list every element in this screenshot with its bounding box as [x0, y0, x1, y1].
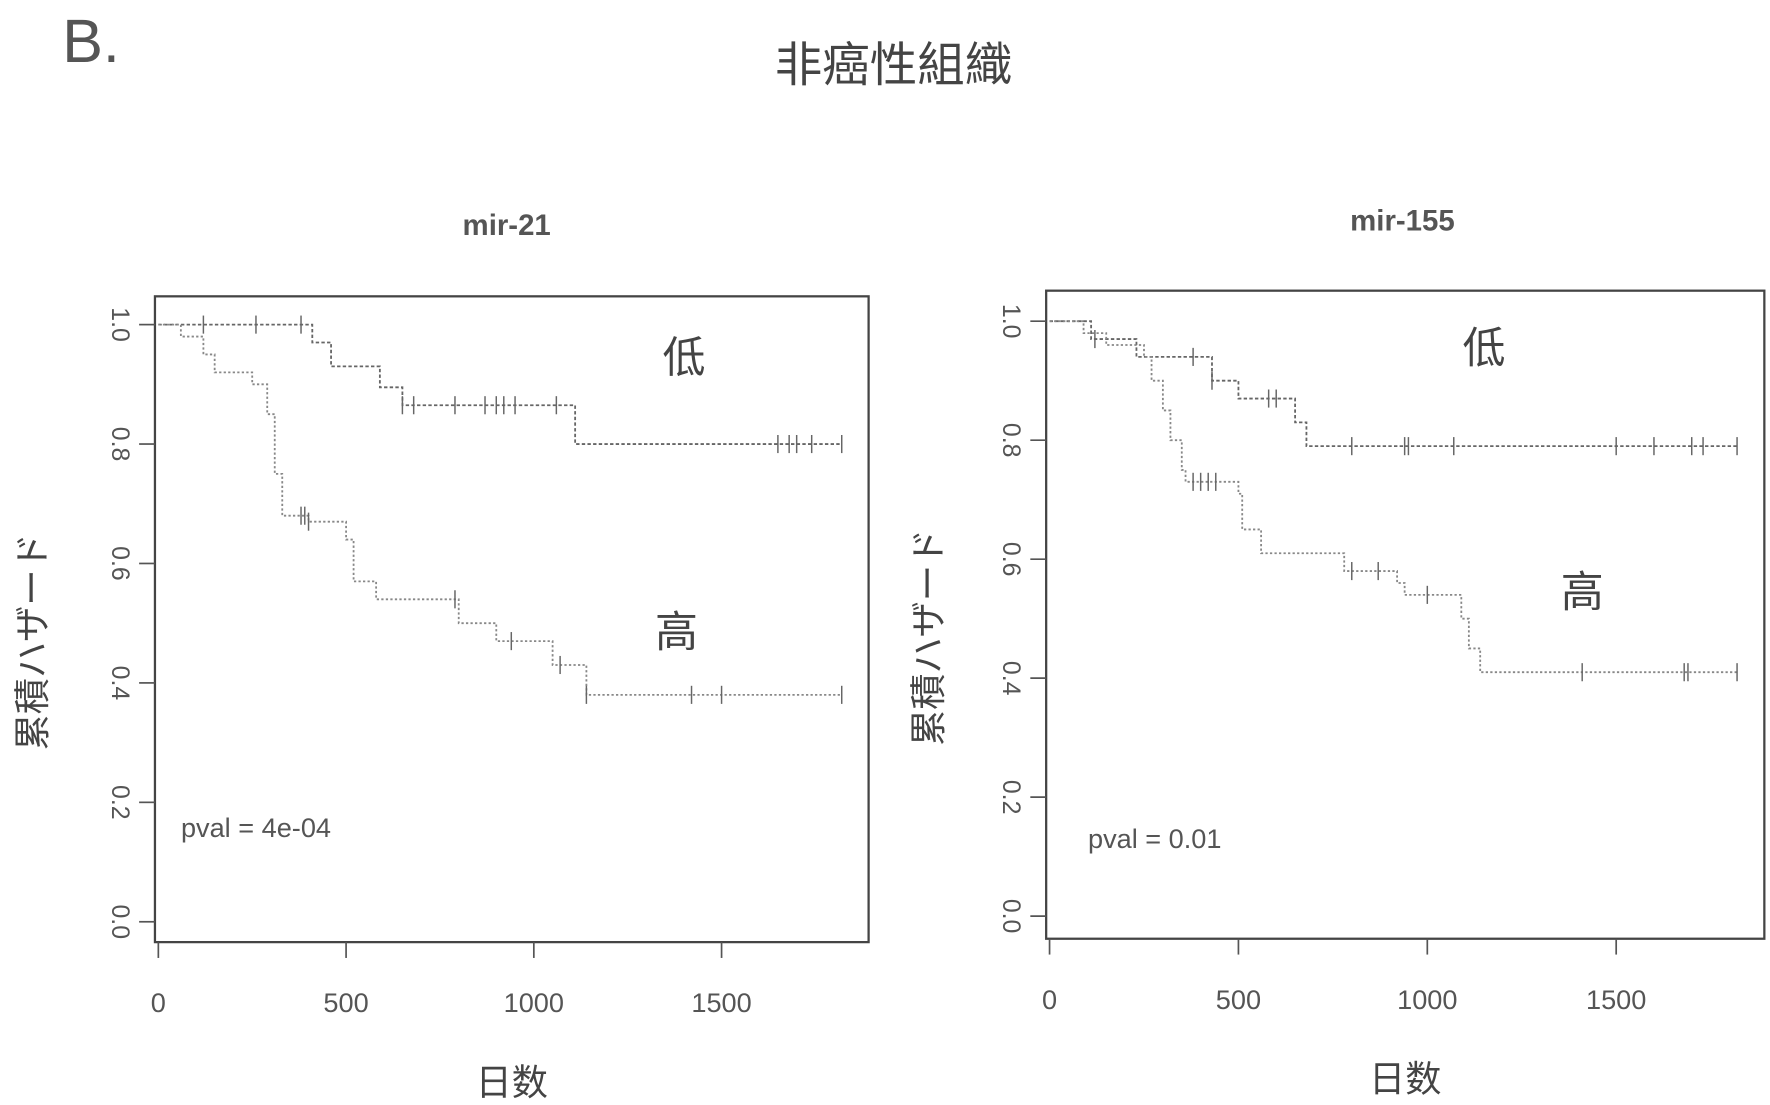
pval-annotation: pval = 0.01 — [1088, 823, 1221, 854]
series-low: 低 — [158, 315, 843, 454]
y-tick-label: 0.2 — [997, 780, 1025, 815]
x-tick-label: 0 — [1042, 984, 1057, 1015]
x-axis-label: 日数 — [476, 1061, 548, 1104]
survival-curve — [1049, 320, 1738, 674]
chart-title: mir-155 — [1350, 205, 1455, 238]
series-low: 低 — [1049, 320, 1738, 456]
plot-frame — [153, 295, 870, 944]
km-chart-mir-21: mir-21 0.0 0.2 0.4 0.6 0.8 1.0 0 500 1000 1500 日数 累積… — [11, 209, 870, 1104]
panel-label: B. — [62, 7, 120, 75]
y-tick-label: 0.4 — [106, 666, 134, 701]
y-tick-label: 0.2 — [106, 785, 134, 820]
x-tick-label: 0 — [151, 987, 166, 1018]
y-tick-label: 0.6 — [997, 542, 1025, 577]
x-tick-label: 1500 — [691, 987, 751, 1018]
y-axis-label: 累積ハザード — [907, 529, 950, 746]
y-axis-label: 累積ハザード — [11, 533, 54, 750]
x-axis-label: 日数 — [1369, 1057, 1441, 1100]
survival-curve — [158, 323, 842, 445]
chart-title: mir-21 — [463, 209, 551, 242]
y-tick-label: 0.0 — [997, 899, 1025, 934]
y-tick-label: 0.8 — [106, 427, 134, 462]
y-tick-label: 0.0 — [106, 904, 134, 939]
pval-annotation: pval = 4e-04 — [181, 812, 331, 843]
x-tick-label: 1000 — [504, 987, 564, 1018]
km-chart-mir-155: mir-155 0.0 0.2 0.4 0.6 0.8 1.0 0 500 1000 1500 日数 累… — [907, 205, 1766, 1100]
x-tick-label: 500 — [323, 987, 368, 1018]
plot-frame — [1045, 289, 1766, 940]
x-tick-label: 1000 — [1397, 984, 1457, 1015]
y-tick-label: 1.0 — [106, 307, 134, 342]
group-label: 低 — [663, 333, 706, 383]
x-tick-label: 500 — [1216, 984, 1261, 1015]
group-label: 高 — [655, 608, 698, 658]
y-tick-label: 0.8 — [997, 423, 1025, 458]
x-tick-label: 1500 — [1586, 984, 1646, 1015]
series-high: 高 — [158, 323, 843, 704]
y-tick-label: 0.6 — [106, 546, 134, 581]
series-high: 高 — [1049, 320, 1738, 682]
figure-title: 非癌性組織 — [775, 38, 1013, 93]
survival-curve — [158, 323, 842, 696]
y-tick-label: 1.0 — [997, 304, 1025, 339]
y-tick-label: 0.4 — [997, 661, 1025, 696]
group-label: 高 — [1561, 568, 1604, 618]
survival-curve — [1049, 320, 1738, 448]
group-label: 低 — [1462, 324, 1505, 374]
